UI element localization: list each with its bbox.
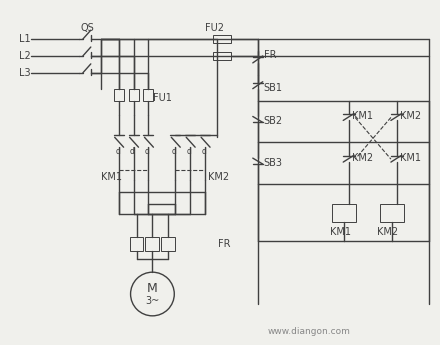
- Text: SB3: SB3: [264, 158, 283, 168]
- Text: FR: FR: [218, 239, 231, 249]
- Bar: [332, 204, 356, 221]
- Bar: [161, 237, 175, 252]
- Bar: [114, 89, 124, 101]
- Text: KM1: KM1: [101, 172, 122, 182]
- Text: L1: L1: [19, 34, 31, 44]
- Text: 3~: 3~: [145, 296, 160, 306]
- Text: KM1: KM1: [352, 111, 373, 121]
- Bar: [129, 237, 143, 252]
- Text: L3: L3: [19, 68, 31, 78]
- Bar: [143, 89, 154, 101]
- Text: d: d: [145, 147, 150, 156]
- Text: d: d: [115, 147, 120, 156]
- Bar: [213, 35, 231, 43]
- Text: KM2: KM2: [208, 172, 229, 182]
- Bar: [380, 204, 404, 221]
- Text: www.diangon.com: www.diangon.com: [268, 327, 351, 336]
- Text: L2: L2: [19, 51, 31, 61]
- Bar: [128, 89, 139, 101]
- Text: SB2: SB2: [264, 116, 283, 126]
- Text: FR: FR: [264, 50, 276, 60]
- Text: FU2: FU2: [205, 23, 224, 33]
- Bar: [146, 237, 159, 252]
- Text: FU1: FU1: [154, 92, 172, 102]
- Text: QS: QS: [81, 23, 95, 33]
- Text: d: d: [130, 147, 135, 156]
- Text: KM2: KM2: [352, 153, 373, 163]
- Text: KM1: KM1: [330, 227, 351, 237]
- Text: KM2: KM2: [400, 111, 421, 121]
- Text: KM2: KM2: [378, 227, 399, 237]
- Text: d: d: [172, 147, 177, 156]
- Text: SB1: SB1: [264, 83, 283, 93]
- Text: d: d: [202, 147, 206, 156]
- Text: M: M: [147, 282, 158, 295]
- Text: KM1: KM1: [400, 153, 421, 163]
- Bar: [213, 52, 231, 60]
- Text: d: d: [187, 147, 192, 156]
